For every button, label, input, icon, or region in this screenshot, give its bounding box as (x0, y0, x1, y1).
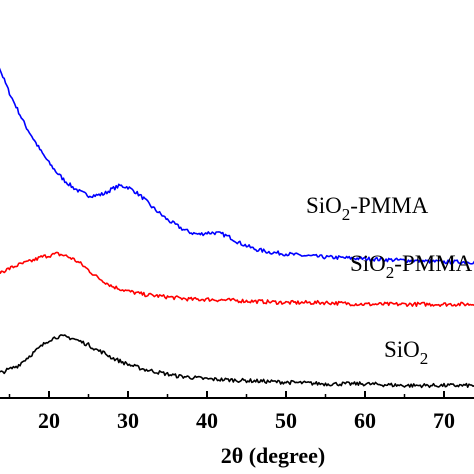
series-label-2: SiO2-PMMA (350, 251, 473, 282)
x-tick-label-40: 40 (196, 408, 218, 433)
series-line-1 (0, 67, 474, 265)
x-tick-label-50: 50 (275, 408, 297, 433)
series-line-2 (0, 251, 474, 307)
series-layer (0, 67, 474, 389)
series-line-3 (0, 334, 474, 389)
series-label-3: SiO2 (384, 337, 428, 368)
x-tick-label-20: 20 (38, 408, 60, 433)
x-axis-title: 2θ (degree) (221, 443, 326, 468)
x-tick-label-30: 30 (117, 408, 139, 433)
series-label-1: SiO2-PMMA (306, 193, 429, 224)
x-tick-label-70: 70 (433, 408, 455, 433)
x-tick-layer: 20 30 40 50 60 70 (8, 391, 455, 433)
series-label-layer: SiO2-PMMA SiO2-PMMA SiO2 (306, 193, 473, 368)
x-tick-label-60: 60 (354, 408, 376, 433)
